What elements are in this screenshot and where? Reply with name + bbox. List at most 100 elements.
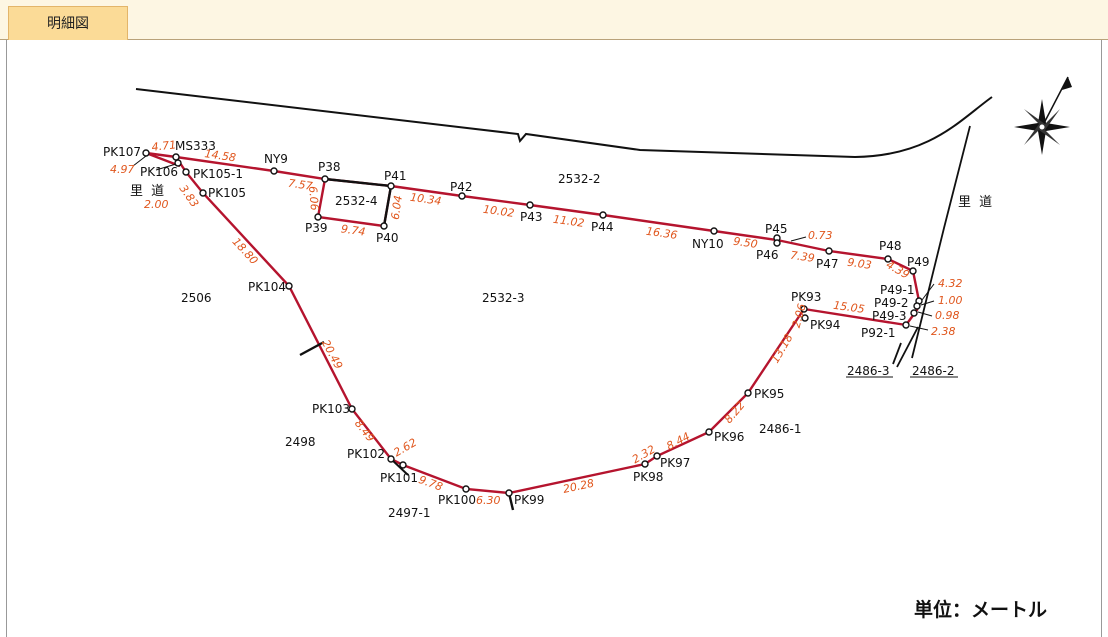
tab-bar: 明細図 (0, 0, 1108, 41)
fence (324, 177, 392, 188)
point-label: PK101 (380, 471, 418, 485)
dimension-label: 15.05 (832, 299, 865, 316)
point-marker[interactable] (505, 489, 513, 497)
road-label: 里 道 (130, 184, 166, 199)
point-marker[interactable] (910, 309, 918, 317)
parcel-label: 2486-1 (759, 422, 802, 436)
unit-label: 単位：メートル (914, 598, 1047, 621)
point-marker[interactable] (902, 321, 910, 329)
point-marker[interactable] (348, 405, 356, 413)
point-label: PK104 (248, 280, 286, 294)
dimension-label: 7.57 (287, 177, 313, 193)
point-label: P49 (907, 255, 930, 269)
point-marker[interactable] (458, 192, 466, 200)
dimension-label: 14.58 (204, 147, 237, 164)
point-marker[interactable] (142, 149, 150, 157)
point-marker[interactable] (174, 159, 182, 167)
point-marker[interactable] (172, 153, 180, 161)
tab-detail-map[interactable]: 明細図 (8, 6, 128, 41)
dimension-label: 4.32 (938, 277, 963, 290)
point-marker[interactable] (462, 485, 470, 493)
parcel-label: 2498 (285, 435, 316, 449)
road-label: 里 道 (958, 195, 994, 210)
dimension-label: 8.49 (352, 417, 377, 444)
point-marker[interactable] (182, 168, 190, 176)
point-marker[interactable] (599, 211, 607, 219)
dimension-label: 16.36 (645, 225, 678, 242)
point-label: PK106 (140, 165, 178, 179)
dimension-label: 9.74 (340, 222, 366, 238)
dimension-label: 11.02 (552, 213, 585, 230)
point-marker[interactable] (285, 282, 293, 290)
point-label: P47 (816, 257, 839, 271)
dimension-label: 6.06 (306, 186, 321, 212)
point-label: PK93 (791, 290, 821, 304)
point-label: P49-3 (872, 309, 906, 323)
point-label: P48 (879, 239, 902, 253)
map-panel (6, 40, 1102, 637)
parcel-label: 2506 (181, 291, 212, 305)
point-marker[interactable] (909, 267, 917, 275)
dimension-label: 2.62 (391, 436, 419, 460)
dimension-label: 9.78 (417, 473, 444, 494)
point-label: PK102 (347, 447, 385, 461)
point-label: P92-1 (861, 326, 895, 340)
dimension-label: 20.28 (562, 477, 596, 496)
point-marker[interactable] (199, 189, 207, 197)
point-label: PK105-1 (193, 167, 243, 181)
dimension-label: 9.50 (732, 235, 758, 251)
point-label: P42 (450, 180, 473, 194)
point-marker[interactable] (884, 255, 892, 263)
point-marker[interactable] (399, 461, 407, 469)
point-marker[interactable] (825, 247, 833, 255)
fence (382, 185, 393, 227)
dimension-label: 10.34 (409, 191, 442, 208)
point-marker[interactable] (321, 175, 329, 183)
point-marker[interactable] (641, 460, 649, 468)
dimension-label: 0.73 (808, 229, 833, 242)
point-label: PK105 (208, 186, 246, 200)
north-arrow-icon (1014, 76, 1072, 155)
dimension-label: 6.30 (476, 494, 501, 507)
road-outline (135, 88, 993, 159)
point-label: P43 (520, 210, 543, 224)
dimension-label: 2.06 (790, 302, 809, 329)
point-marker[interactable] (913, 302, 921, 310)
dimension-label: 2.38 (931, 325, 956, 338)
point-label: PK98 (633, 470, 663, 484)
point-marker[interactable] (387, 182, 395, 190)
road-right-stub (896, 326, 919, 368)
point-label: NY9 (264, 152, 288, 166)
parcel-label: 2532-3 (482, 291, 525, 305)
point-marker[interactable] (270, 167, 278, 175)
point-label: P41 (384, 169, 407, 183)
point-marker[interactable] (744, 389, 752, 397)
dimension-label: 2.00 (144, 198, 169, 211)
point-marker[interactable] (380, 222, 388, 230)
point-label: MS333 (175, 139, 216, 153)
point-marker[interactable] (653, 452, 661, 460)
point-marker[interactable] (314, 213, 322, 221)
point-marker[interactable] (710, 227, 718, 235)
point-label: PK97 (660, 456, 690, 470)
dimension-label: 9.03 (846, 256, 872, 272)
dimension-label: 13.18 (769, 332, 796, 366)
road-right (911, 125, 971, 359)
fence (299, 340, 325, 357)
point-label: P44 (591, 220, 614, 234)
point-label: P38 (318, 160, 341, 174)
point-label: NY10 (692, 237, 724, 251)
point-marker[interactable] (387, 455, 395, 463)
point-labels: PK107 MS333 PK106 PK105-1 PK105 NY9 P38 … (103, 139, 930, 507)
point-marker[interactable] (773, 239, 781, 247)
point-marker[interactable] (705, 428, 713, 436)
parcel-label: 2532-4 (335, 194, 378, 208)
parcel-label: 2486-2 (912, 364, 955, 378)
dimension-label: 8.44 (664, 430, 692, 453)
point-label: P40 (376, 231, 399, 245)
point-label: P49-2 (874, 296, 908, 310)
point-marker[interactable] (800, 305, 808, 313)
point-marker[interactable] (526, 201, 534, 209)
point-marker[interactable] (801, 314, 809, 322)
